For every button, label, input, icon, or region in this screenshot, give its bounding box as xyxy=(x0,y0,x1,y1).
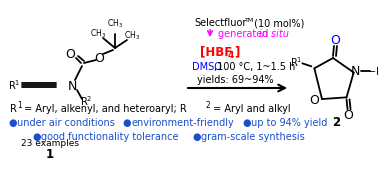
Text: CH$_3$: CH$_3$ xyxy=(90,28,106,40)
Text: ,100 °C, 1~1.5 h: ,100 °C, 1~1.5 h xyxy=(214,62,295,72)
Text: 23 examples: 23 examples xyxy=(21,138,79,148)
Text: (10 mol%): (10 mol%) xyxy=(251,18,304,28)
Text: ●: ● xyxy=(32,132,40,142)
Text: O: O xyxy=(94,51,104,65)
Text: O: O xyxy=(65,48,75,61)
Text: R$^1$: R$^1$ xyxy=(8,78,20,92)
Text: ●: ● xyxy=(192,132,200,142)
Text: 4: 4 xyxy=(228,51,234,60)
Text: R$^2$: R$^2$ xyxy=(80,94,92,108)
Text: yields: 69~94%: yields: 69~94% xyxy=(197,75,274,85)
Text: ●: ● xyxy=(8,118,17,128)
Text: 1: 1 xyxy=(17,102,22,110)
Text: O: O xyxy=(309,94,319,107)
Text: O: O xyxy=(344,109,353,122)
Text: 1: 1 xyxy=(46,149,54,162)
Text: up to 94% yield: up to 94% yield xyxy=(251,118,327,128)
Text: [HBF: [HBF xyxy=(200,46,232,58)
Text: ]: ] xyxy=(234,46,239,58)
Text: ●: ● xyxy=(242,118,251,128)
Text: DMSO: DMSO xyxy=(192,62,222,72)
Text: Selectfluor: Selectfluor xyxy=(194,18,246,28)
Text: R: R xyxy=(10,104,17,114)
Text: ●: ● xyxy=(122,118,130,128)
Text: 2: 2 xyxy=(206,102,211,110)
Text: CH$_3$: CH$_3$ xyxy=(124,30,140,42)
Text: CH$_3$: CH$_3$ xyxy=(107,18,123,30)
Text: 2: 2 xyxy=(332,117,340,130)
Text: generated: generated xyxy=(218,29,271,39)
Text: N: N xyxy=(351,65,360,78)
Text: gram-scale synthesis: gram-scale synthesis xyxy=(201,132,305,142)
Text: O: O xyxy=(330,33,340,47)
Text: R$^1$: R$^1$ xyxy=(290,55,302,69)
Text: TM: TM xyxy=(245,18,254,23)
Text: = Aryl, alkenyl, and heteroaryl; R: = Aryl, alkenyl, and heteroaryl; R xyxy=(21,104,187,114)
Text: = Aryl and alkyl: = Aryl and alkyl xyxy=(210,104,291,114)
Text: N: N xyxy=(67,79,77,93)
Text: good functionality tolerance: good functionality tolerance xyxy=(41,132,178,142)
Text: $-$R$^2$: $-$R$^2$ xyxy=(367,65,378,78)
Text: in situ: in situ xyxy=(259,29,289,39)
Text: under air conditions: under air conditions xyxy=(17,118,115,128)
Text: environment-friendly: environment-friendly xyxy=(131,118,234,128)
